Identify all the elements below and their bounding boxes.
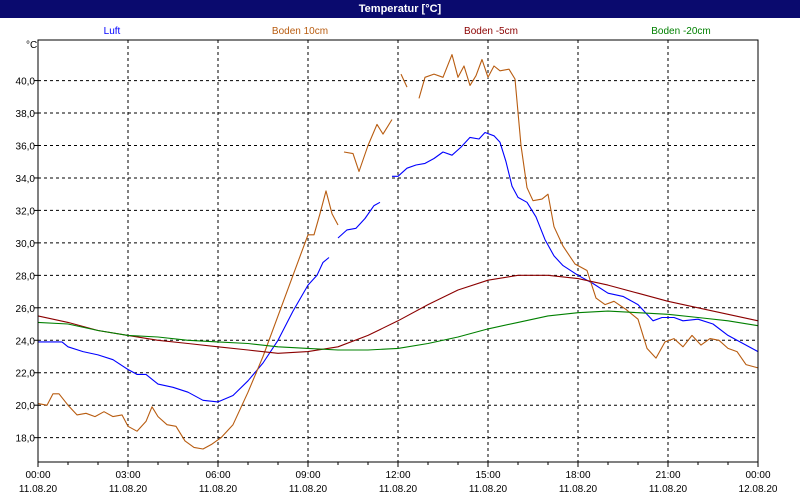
y-tick-label: 20,0 <box>16 401 36 412</box>
x-tick-time: 09:00 <box>295 470 320 481</box>
x-tick-date: 12.08.20 <box>739 484 778 495</box>
y-axis-unit: °C <box>26 40 37 51</box>
y-tick-label: 38,0 <box>16 109 36 120</box>
series-line-boden-10cm <box>343 119 393 173</box>
series-line-boden-10cm <box>418 54 759 369</box>
legend: Luft Boden 10cm Boden -5cm Boden -20cm <box>104 26 711 37</box>
x-tick-date: 11.08.20 <box>649 484 688 495</box>
grid <box>38 40 758 462</box>
legend-entry: Boden -5cm <box>464 26 518 37</box>
y-tick-label: 24,0 <box>16 336 36 347</box>
x-tick-time: 21:00 <box>655 470 680 481</box>
x-tick-time: 12:00 <box>385 470 410 481</box>
series-line-boden-10cm <box>400 73 408 88</box>
x-tick-date: 11.08.20 <box>469 484 508 495</box>
y-tick-label: 22,0 <box>16 369 36 380</box>
series-line-luft <box>38 257 330 403</box>
y-tick-label: 30,0 <box>16 239 36 250</box>
x-tick-time: 00:00 <box>25 470 50 481</box>
series-line-luft <box>392 131 759 353</box>
x-tick-time: 18:00 <box>565 470 590 481</box>
x-tick-date: 11.08.20 <box>109 484 148 495</box>
y-tick-label: 26,0 <box>16 304 36 315</box>
x-tick-date: 11.08.20 <box>19 484 58 495</box>
legend-entry: Boden 10cm <box>272 26 328 37</box>
window-title: Temperatur [°C] <box>0 0 800 18</box>
x-tick-time: 06:00 <box>205 470 230 481</box>
x-tick-date: 11.08.20 <box>559 484 598 495</box>
x-tick-time: 03:00 <box>115 470 140 481</box>
y-tick-label: 36,0 <box>16 142 36 153</box>
y-tick-label: 40,0 <box>16 77 36 88</box>
x-tick-time: 00:00 <box>745 470 770 481</box>
x-tick-time: 15:00 <box>475 470 500 481</box>
series-line-boden-10cm <box>37 190 339 450</box>
series-line-boden-20cm <box>37 310 759 351</box>
legend-entry: Boden -20cm <box>651 26 710 37</box>
y-tick-label: 32,0 <box>16 206 36 217</box>
series-line-luft <box>337 201 381 239</box>
series-line-boden-5cm <box>37 274 759 354</box>
y-tick-label: 18,0 <box>16 434 36 445</box>
legend-entry: Luft <box>104 26 121 37</box>
y-tick-label: 34,0 <box>16 174 36 185</box>
series-lines <box>37 54 759 450</box>
y-tick-label: 28,0 <box>16 271 36 282</box>
axes: 18,0 20,0 22,0 24,0 26,0 28,0 30,0 32,0 34,0 36,0… <box>16 39 778 495</box>
x-tick-date: 11.08.20 <box>379 484 418 495</box>
x-tick-date: 11.08.20 <box>199 484 238 495</box>
x-tick-date: 11.08.20 <box>289 484 328 495</box>
